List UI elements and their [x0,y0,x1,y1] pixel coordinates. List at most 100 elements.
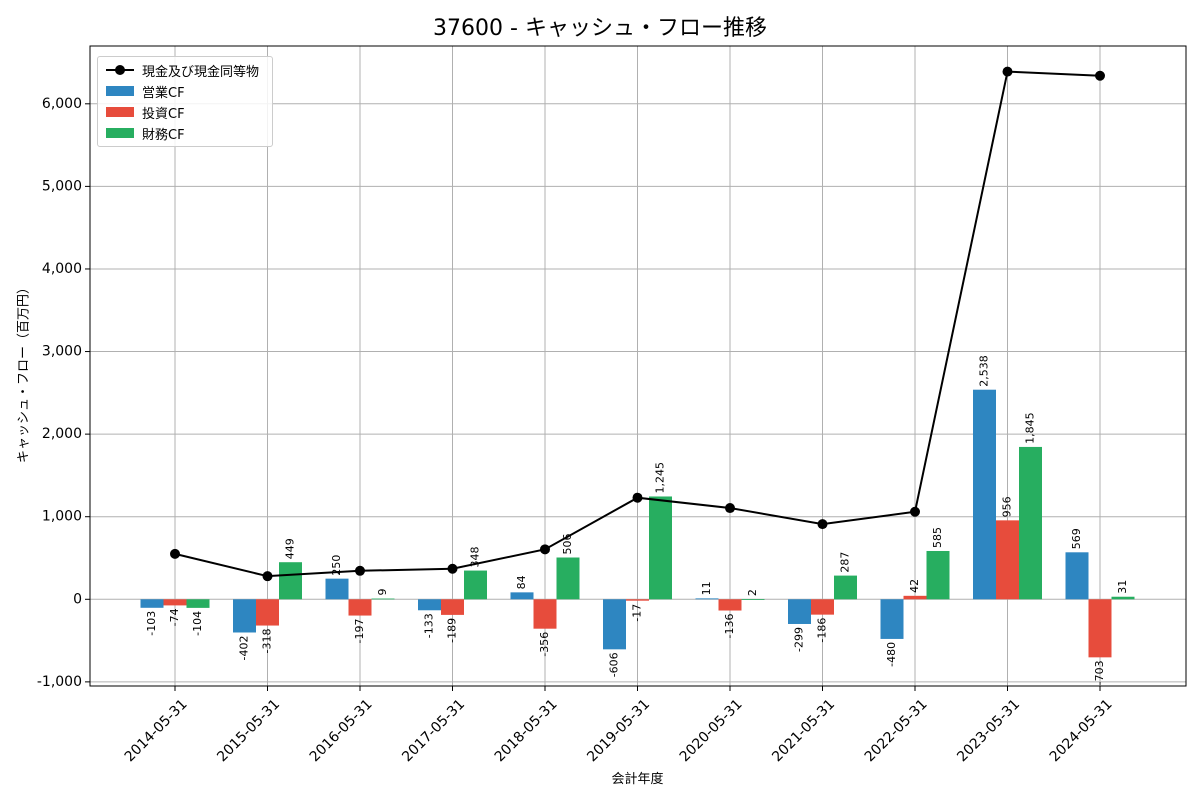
bar-data-label: 250 [330,555,343,576]
bar-operating [140,599,164,608]
bar-investing [1088,599,1112,658]
bar-data-label: -318 [261,629,274,654]
legend-label-operating: 営業CF [142,85,185,101]
bar-data-label: 1,245 [654,462,667,494]
bar-data-label: -104 [191,611,204,636]
bar-investing [348,599,372,616]
bar-operating [973,389,996,600]
bar-investing [996,520,1019,600]
legend-item-financing: 財務CF [106,123,185,143]
bar-data-label: 2,538 [978,355,991,387]
bar-data-label: -136 [723,614,736,639]
y-tick-label: 0 [73,591,82,607]
x-tick-label: 2019-05-31 [584,696,653,765]
y-tick-label: 6,000 [42,96,82,112]
bar-data-label: -356 [538,632,551,657]
cash-point [817,519,828,530]
bar-operating [695,598,719,600]
bar-financing [556,557,580,600]
x-tick-label: 2024-05-31 [1047,696,1116,765]
bar-data-label: -133 [423,613,436,638]
bar-data-label: 42 [908,579,921,593]
bar-data-label: 449 [284,538,297,559]
x-tick-label: 2016-05-31 [307,696,376,765]
bar-data-label: -103 [145,611,158,636]
legend-swatch-investing [106,107,134,117]
chart-title: 37600 - キャッシュ・フロー推移 [433,16,767,41]
bar-data-label: 2 [746,589,759,596]
legend-label-investing: 投資CF [142,106,185,122]
x-tick-label: 2017-05-31 [399,696,468,765]
x-tick-label: 2022-05-31 [862,696,931,765]
bar-investing [163,599,187,606]
legend-line-marker-icon [106,65,134,75]
bar-data-label: 585 [931,527,944,548]
x-tick-label: 2018-05-31 [492,696,561,765]
legend-item-cash: 現金及び現金同等物 [106,60,259,80]
y-tick-label: 1,000 [42,509,82,525]
x-tick-label: 2021-05-31 [769,696,838,765]
bar-investing [903,595,927,600]
bar-investing [626,599,649,601]
cash-point [447,563,458,574]
bar-data-label: 1,845 [1024,412,1037,444]
bar-data-label: 569 [1070,528,1083,549]
bar-data-label: -606 [608,652,621,677]
y-tick-label: -1,000 [37,674,82,690]
bar-data-label: 506 [561,534,574,555]
bars-layer [140,389,1135,658]
bar-operating [418,599,441,611]
legend: 現金及び現金同等物 営業CF 投資CF 財務CF [97,56,273,147]
line-layer [170,66,1105,582]
legend-label-cash: 現金及び現金同等物 [142,64,260,80]
bar-operating [603,599,626,650]
bar-operating [880,599,904,639]
y-axis-label: キャッシュ・フロー（百万円） [16,280,32,464]
x-axis-label: 会計年度 [611,772,664,787]
cash-point [1095,70,1105,81]
bar-investing [811,599,834,615]
bar-investing [256,599,279,626]
x-tick-label: 2015-05-31 [214,696,283,765]
cash-point [540,544,550,555]
legend-label-financing: 財務CF [142,127,185,143]
bar-data-label: -703 [1093,660,1106,685]
bar-data-label: -186 [816,618,829,643]
legend-item-operating: 営業CF [106,81,185,101]
bar-data-label: -197 [353,619,366,644]
legend-swatch-operating [106,86,134,96]
bar-data-label: 84 [515,575,528,589]
bar-data-label: -299 [793,627,806,652]
bar-operating [233,599,256,633]
cash-point [170,548,180,559]
bar-data-label: -480 [885,642,898,667]
cash-point [632,492,643,503]
y-tick-label: 3,000 [42,344,82,360]
bar-financing [279,562,302,600]
y-tick-label: 5,000 [42,178,82,194]
bar-investing [718,599,742,611]
bar-financing [1111,596,1135,600]
bar-data-label: 956 [1001,496,1014,517]
bar-data-label: -402 [238,635,251,660]
legend-item-investing: 投資CF [106,102,185,122]
data-labels-layer: -103 -402 250 -133 84 -606 11 -299 -480 2,538 569 -… [145,355,1129,685]
cash-point [725,503,735,514]
cash-point [910,506,920,517]
bar-financing [464,570,487,600]
bar-financing [649,496,672,600]
bar-financing [186,599,210,608]
bar-operating [788,599,811,624]
bar-investing [441,599,464,615]
bar-operating [1065,552,1089,600]
cash-point [262,571,273,582]
x-tick-label: 2020-05-31 [677,696,746,765]
x-tick-label: 2014-05-31 [122,696,191,765]
bar-financing [371,598,395,600]
bar-data-label: -17 [631,604,644,622]
bar-financing [741,599,765,600]
bar-data-label: 348 [469,547,482,568]
bar-data-label: 287 [839,552,852,573]
bar-financing [1019,446,1042,600]
